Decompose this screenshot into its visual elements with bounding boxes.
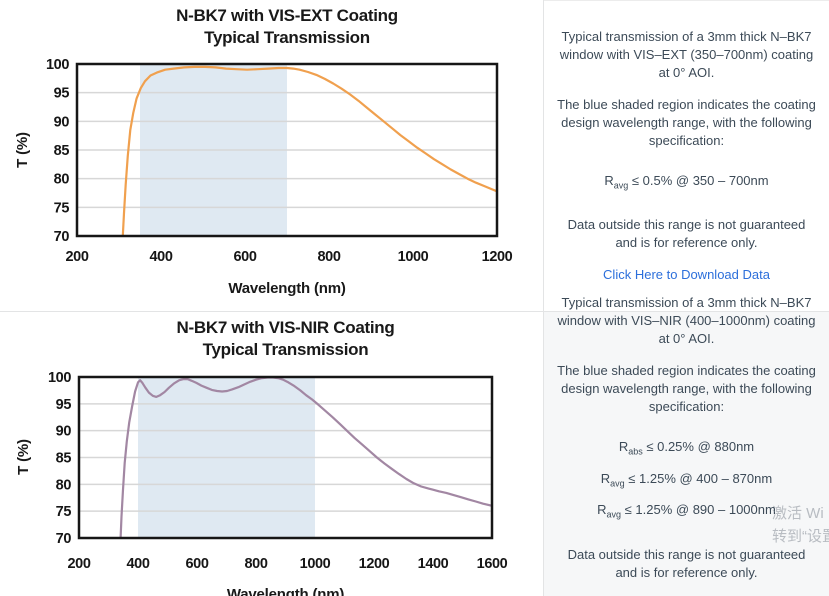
y-tick-label: 85 [56,451,72,467]
windows-activation-watermark: 激活 Wi 转到“设置 [772,502,829,550]
spec-group: Rabs ≤ 0.25% @ 880nm Ravg ≤ 1.25% @ 400 … [597,430,776,532]
panel-paragraph-disclaimer: Data outside this range is not guarantee… [567,546,806,580]
chart-title-vis-ext: N-BK7 with VIS-EXT Coating Typical Trans… [77,5,497,49]
spec-line: Ravg ≤ 1.25% @ 400 – 870nm [600,470,773,489]
chart-title-line2: Typical Transmission [204,28,370,47]
x-tick-label: 1000 [300,556,331,572]
panel-paragraph-disclaimer: Data outside this range is not guarantee… [567,217,806,251]
spec-group: Ravg ≤ 0.5% @ 350 – 700nm [604,164,768,203]
x-tick-label: 1200 [359,556,390,572]
y-tick-label: 100 [48,370,71,386]
y-tick-label: 95 [54,86,70,102]
x-tick-label: 800 [245,556,268,572]
y-tick-label: 75 [54,200,70,216]
y-axis-label: T (%) [14,132,31,168]
y-axis-label: T (%) [15,439,32,475]
x-axis-label: Wavelength (nm) [228,280,346,297]
transmission-curve [121,65,497,236]
y-tick-label: 70 [54,229,70,245]
watermark-line1: 激活 Wi [772,505,824,522]
x-tick-label: 1200 [482,249,513,265]
y-tick-label: 85 [54,143,70,159]
x-tick-label: 1000 [398,249,429,265]
spec-line: Rabs ≤ 0.25% @ 880nm [618,439,755,457]
description-panel-vis-ext: Typical transmission of a 3mm thick N–BK… [544,0,829,311]
spec-line: Ravg ≤ 0.5% @ 350 – 700nm [604,172,769,191]
row-vis-ext: N-BK7 with VIS-EXT Coating Typical Trans… [0,0,829,312]
y-tick-label: 90 [56,424,72,440]
chart-cell-vis-ext: N-BK7 with VIS-EXT Coating Typical Trans… [0,0,544,311]
x-tick-label: 800 [318,249,341,265]
chart-title-line2: Typical Transmission [202,340,369,359]
x-tick-label: 600 [234,249,257,265]
chart-cell-vis-nir: N-BK7 with VIS-NIR Coating Typical Trans… [0,312,544,596]
panel-paragraph-shaded-region: The blue shaded region indicates the coa… [557,96,816,148]
y-tick-label: 80 [54,172,70,188]
plot-frame [77,375,494,540]
x-tick-label: 1600 [477,556,508,572]
spec-line: Ravg ≤ 1.25% @ 890 – 1000nm [597,502,776,520]
chart-title-line1: N-BK7 with VIS-NIR Coating [176,318,395,337]
plot-frame [75,62,499,238]
x-tick-label: 200 [66,249,89,265]
watermark-line2: 转到“设置 [772,528,829,545]
panel-paragraph-shaded-region: The blue shaded region indicates the coa… [557,363,816,415]
x-tick-label: 200 [68,556,91,572]
chart-title-vis-nir: N-BK7 with VIS-NIR Coating Typical Trans… [79,317,492,361]
x-tick-label: 600 [186,556,209,572]
download-data-link[interactable]: Click Here to Download Data [603,267,770,283]
y-tick-label: 90 [54,114,70,130]
row-vis-nir: N-BK7 with VIS-NIR Coating Typical Trans… [0,295,829,596]
panel-paragraph-description: Typical transmission of a 3mm thick N–BK… [557,295,816,347]
description-panel-vis-nir: Typical transmission of a 3mm thick N–BK… [544,295,829,596]
x-axis-label: Wavelength (nm) [226,586,345,596]
y-tick-label: 75 [56,504,72,520]
y-tick-label: 95 [56,397,72,413]
transmission-chart-vis-ext: 200 400 600 800 1000 1200 70 75 80 85 90 95 100 [46,57,513,265]
transmission-chart-vis-nir: 200 400 600 800 1000 1200 1400 1600 70 75 80 85 90 95… [48,370,508,572]
panel-paragraph-description: Typical transmission of a 3mm thick N–BK… [559,28,814,80]
transmission-curve [119,377,492,538]
y-tick-label: 100 [46,57,69,73]
x-tick-label: 400 [127,556,150,572]
x-tick-label: 400 [150,249,173,265]
y-tick-label: 80 [56,477,72,493]
x-tick-label: 1400 [418,556,449,572]
chart-title-line1: N-BK7 with VIS-EXT Coating [176,6,398,25]
y-tick-label: 70 [56,531,72,547]
